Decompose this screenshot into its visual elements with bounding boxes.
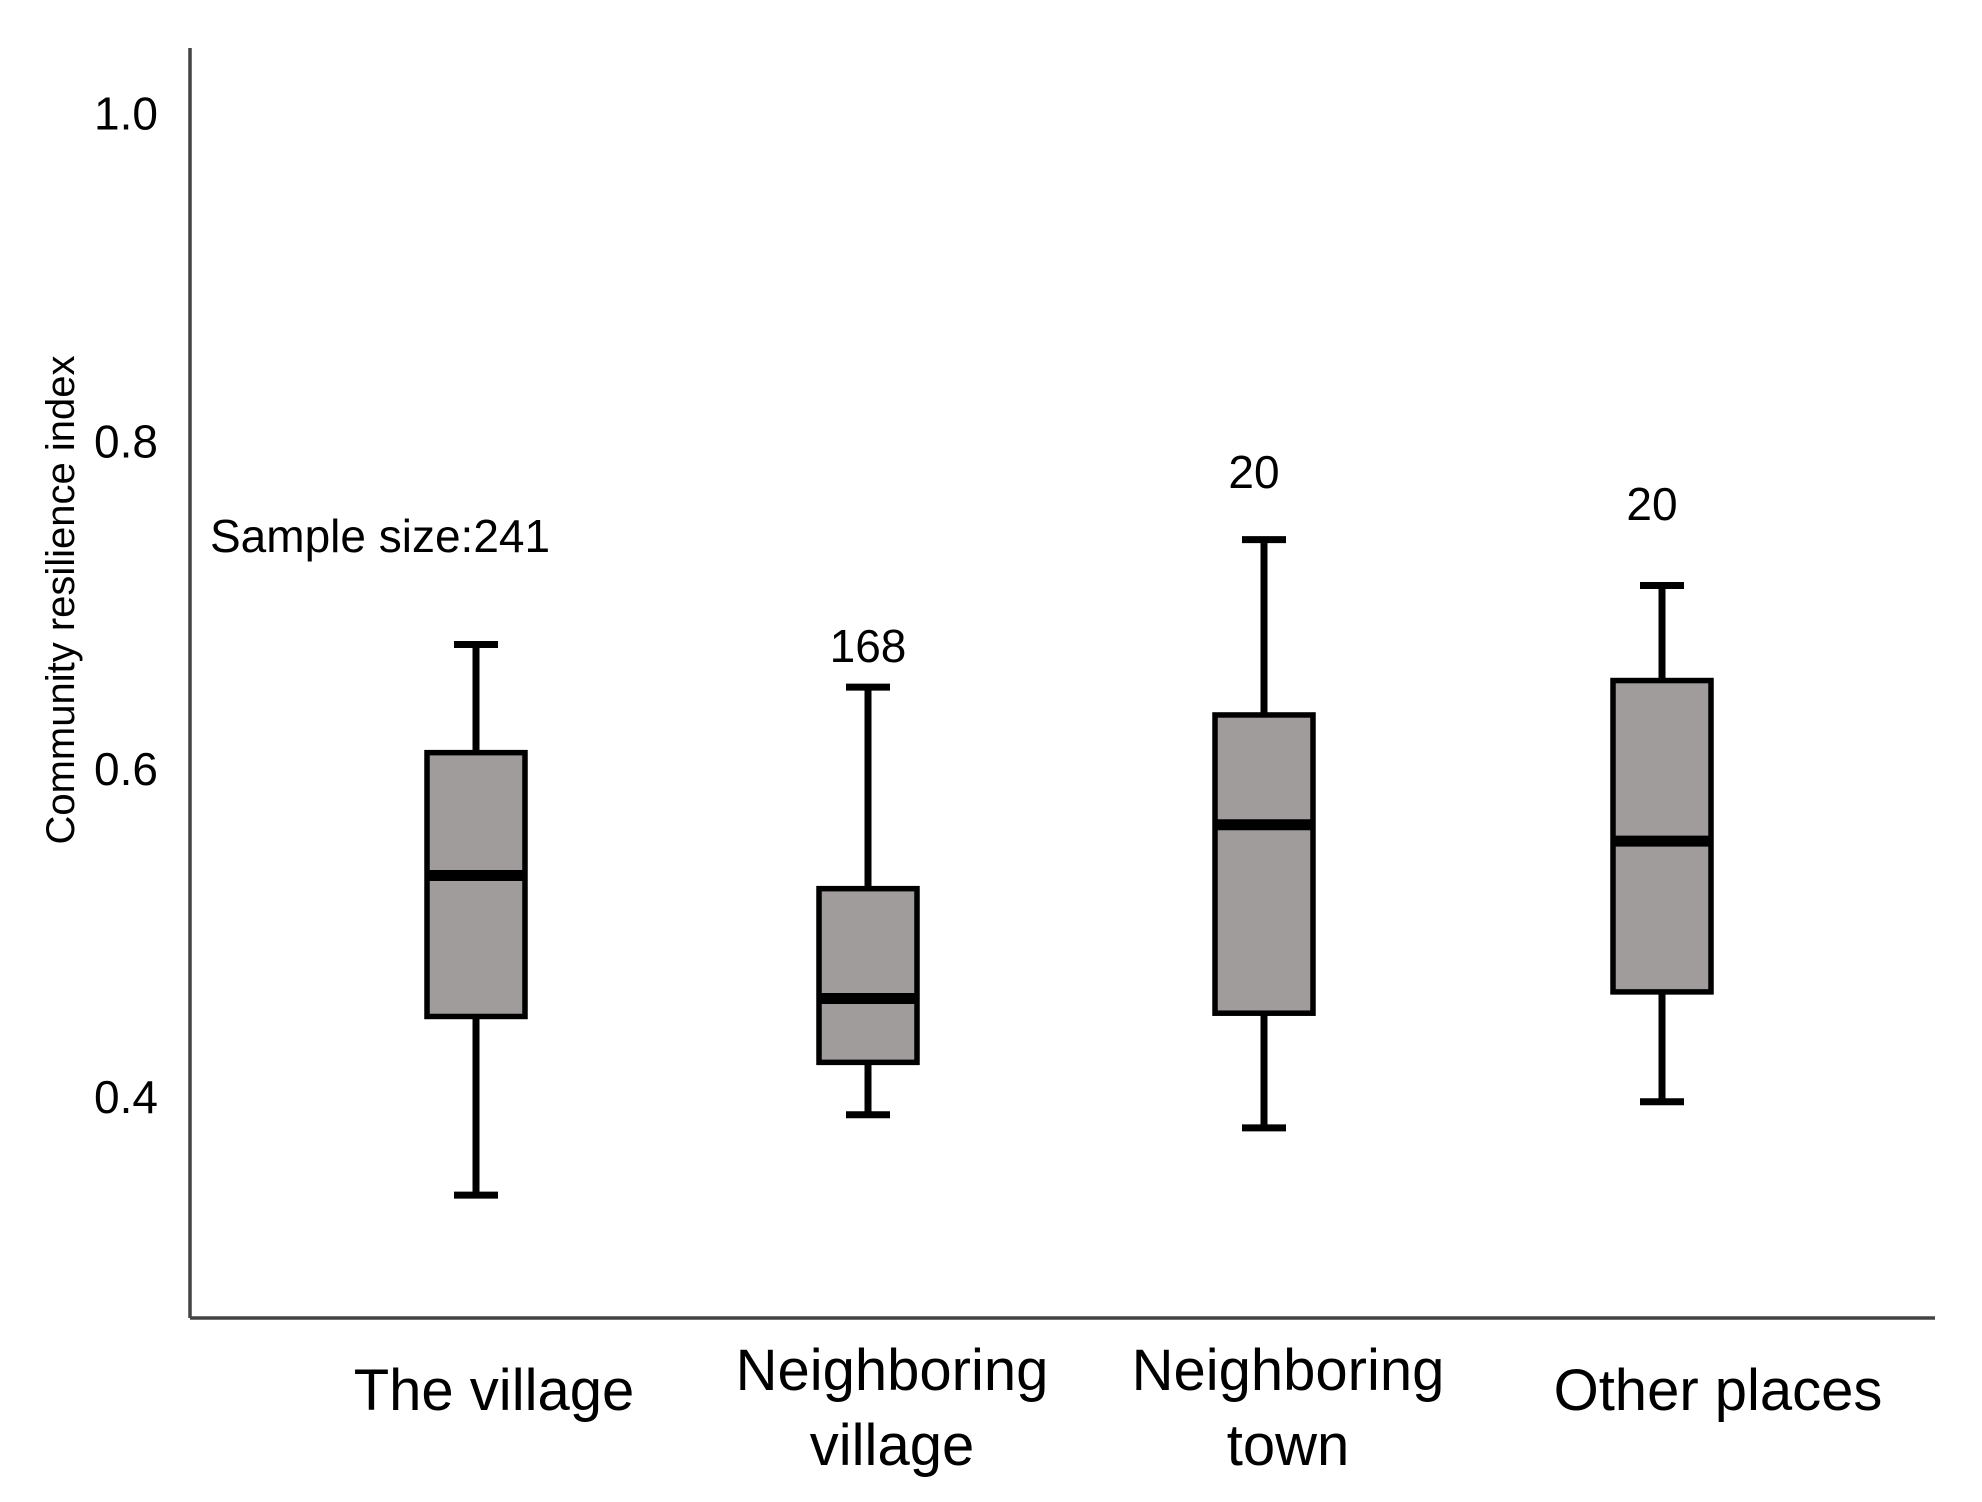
boxes: Sample size:241 168 20 20 [210,446,1714,1199]
y-tick-label: 1.0 [94,88,158,140]
x-category-label: town [1227,1413,1350,1478]
x-category-label: village [810,1413,974,1478]
sample-size-label: Sample size:241 [210,510,550,562]
y-tick-label: 0.4 [94,1071,158,1123]
x-category-label: Other places [1554,1358,1883,1423]
iqr-box [1212,712,1316,1016]
y-axis-title: Community resilience index [39,355,83,844]
axes [188,48,1935,1320]
y-tick-labels: 0.4 0.6 0.8 1.0 [94,88,158,1123]
iqr-box [816,885,920,1066]
sample-size-label: 20 [1228,446,1279,498]
sample-size-label: 168 [830,620,907,672]
x-category-label: Neighboring [736,1338,1049,1403]
iqr-box [424,749,528,1020]
x-category-label: Neighboring [1132,1338,1445,1403]
sample-size-label: 20 [1626,478,1677,530]
x-category-label: The village [354,1358,634,1423]
y-tick-label: 0.8 [94,415,158,467]
y-tick-label: 0.6 [94,743,158,795]
x-category-labels: The village Neighboring village Neighboring… [354,1338,1883,1478]
